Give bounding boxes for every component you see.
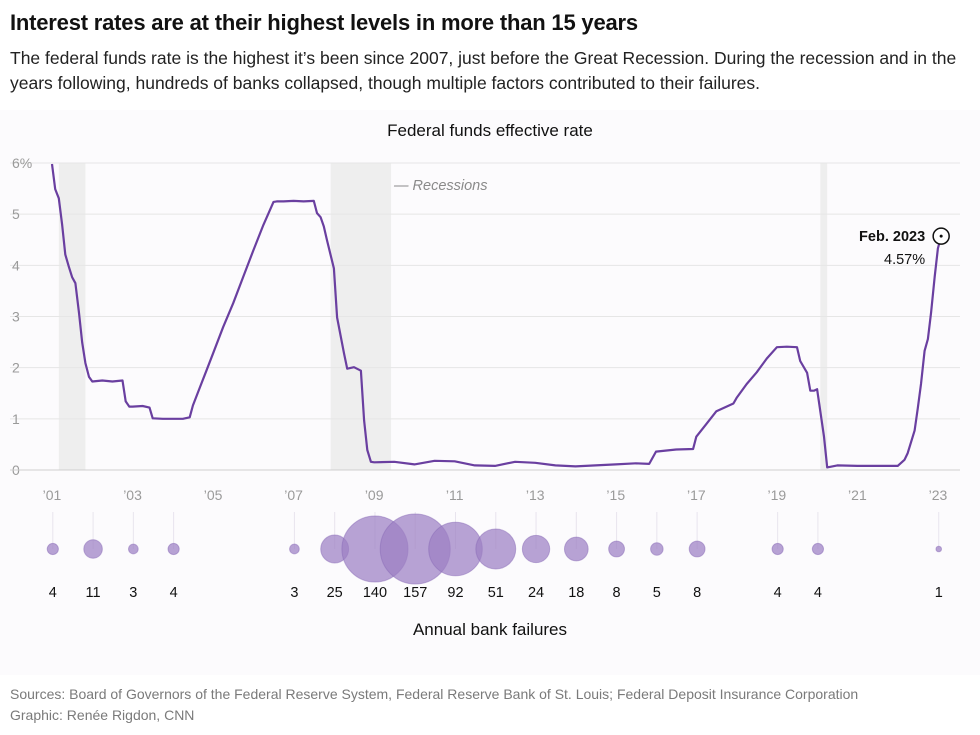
failure-bubble bbox=[688, 540, 706, 558]
failure-count-label: 140 bbox=[363, 585, 387, 601]
y-tick-label: 5 bbox=[12, 206, 20, 222]
y-tick-label: 4 bbox=[12, 257, 20, 273]
failure-count-label: 92 bbox=[447, 585, 463, 601]
failure-count-label: 4 bbox=[774, 585, 782, 601]
x-tick-label: ’19 bbox=[768, 487, 787, 503]
endpoint-dot bbox=[939, 234, 943, 238]
failure-bubble bbox=[521, 534, 551, 564]
failure-count-label: 25 bbox=[327, 585, 343, 601]
x-tick-label: ’21 bbox=[848, 487, 867, 503]
failure-bubble bbox=[935, 545, 943, 553]
x-tick-label: ’05 bbox=[204, 487, 223, 503]
x-tick-label: ’15 bbox=[606, 487, 625, 503]
failure-bubble bbox=[608, 540, 625, 558]
failure-bubble bbox=[289, 543, 300, 555]
failure-count-label: 11 bbox=[86, 585, 101, 601]
failure-count-label: 4 bbox=[49, 585, 57, 601]
x-tick-label: ’03 bbox=[123, 487, 142, 503]
failure-count-label: 3 bbox=[129, 585, 137, 601]
failure-count-label: 157 bbox=[403, 585, 427, 601]
sources-note: Sources: Board of Governors of the Feder… bbox=[10, 684, 858, 726]
recessions-legend: — Recessions bbox=[393, 178, 487, 194]
chart-description: The federal funds rate is the highest it… bbox=[10, 48, 957, 93]
failure-count-label: 3 bbox=[290, 585, 298, 601]
rate-line bbox=[50, 163, 943, 469]
y-tick-label: 1 bbox=[12, 411, 20, 427]
failure-bubble bbox=[83, 539, 103, 559]
x-tick-label: ’11 bbox=[446, 487, 464, 503]
failure-bubble bbox=[771, 542, 784, 556]
failure-bubble bbox=[650, 542, 664, 556]
failure-count-label: 4 bbox=[170, 585, 178, 601]
graphic-credit: Graphic: Renée Rigdon, CNN bbox=[10, 707, 195, 723]
failure-bubble bbox=[811, 542, 825, 556]
failure-bubble bbox=[428, 521, 483, 577]
failure-count-label: 51 bbox=[488, 585, 504, 601]
failure-count-label: 24 bbox=[528, 585, 544, 601]
failure-bubble bbox=[128, 543, 139, 555]
failure-bubble bbox=[475, 528, 517, 570]
x-tick-label: ’07 bbox=[284, 487, 303, 503]
x-tick-label: ’01 bbox=[43, 487, 62, 503]
x-tick-label: ’17 bbox=[687, 487, 706, 503]
y-tick-label: 2 bbox=[12, 360, 20, 376]
failure-count-label: 4 bbox=[814, 585, 822, 601]
failure-count-label: 18 bbox=[568, 585, 584, 601]
x-tick-label: ’23 bbox=[929, 487, 948, 503]
annotation-label: Feb. 2023 bbox=[859, 229, 925, 245]
sources-line: Sources: Board of Governors of the Feder… bbox=[10, 686, 859, 702]
chart-headline: Interest rates are at their highest leve… bbox=[10, 10, 638, 35]
failure-count-label: 8 bbox=[693, 585, 701, 601]
failure-count-label: 1 bbox=[935, 585, 943, 601]
bubble-chart-title: Annual bank failures bbox=[412, 620, 568, 639]
failure-count-label: 5 bbox=[653, 585, 661, 601]
y-tick-label: 6% bbox=[12, 155, 32, 171]
failure-bubble bbox=[167, 542, 180, 556]
failure-count-label: 8 bbox=[613, 585, 621, 601]
annotation-value: 4.57% bbox=[884, 252, 925, 268]
failure-bubble bbox=[563, 536, 589, 562]
x-tick-label: ’13 bbox=[526, 487, 545, 503]
failure-bubble bbox=[46, 542, 59, 556]
line-chart-title: Federal funds effective rate bbox=[387, 121, 593, 140]
x-tick-label: ’09 bbox=[365, 487, 384, 503]
y-tick-label: 3 bbox=[12, 309, 20, 325]
